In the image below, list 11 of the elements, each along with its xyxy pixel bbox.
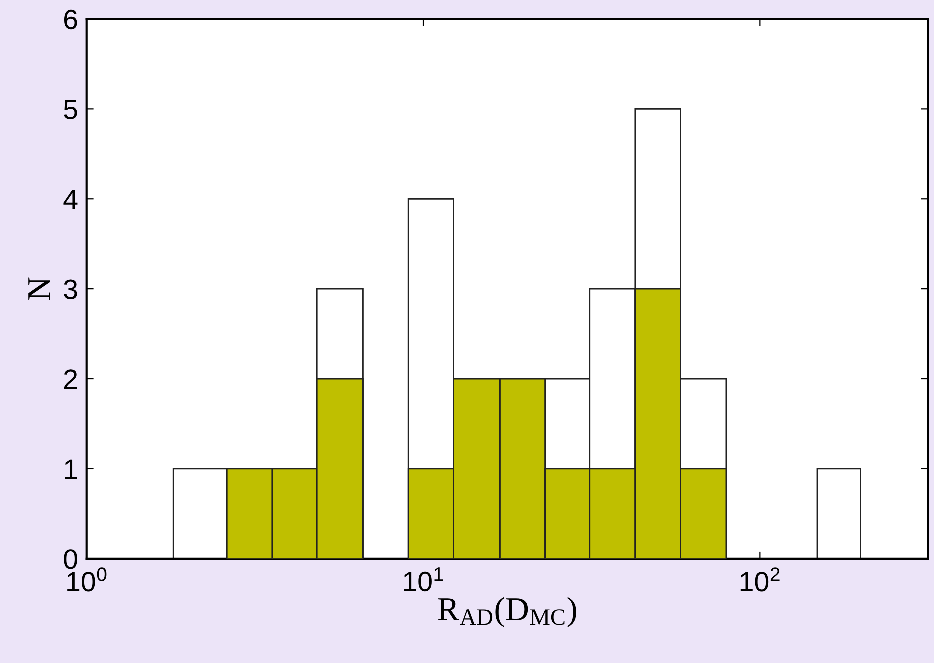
x-axis-title: R$_{AD}$(D$_{MC}$) <box>438 597 576 628</box>
y-tick-label: 4 <box>64 190 78 210</box>
y-tick-label: 5 <box>64 100 78 120</box>
y-axis-title: N <box>28 278 50 300</box>
y-tick-label: 0 <box>64 550 78 570</box>
x-tick-label: 10$^{1}$ <box>404 568 444 592</box>
x-tick-label: 10$^{2}$ <box>740 568 780 592</box>
y-tick-label: 6 <box>64 10 78 30</box>
y-tick-label: 2 <box>64 370 78 390</box>
y-tick-label: 1 <box>65 460 78 480</box>
y-tick-label: 3 <box>64 280 78 300</box>
